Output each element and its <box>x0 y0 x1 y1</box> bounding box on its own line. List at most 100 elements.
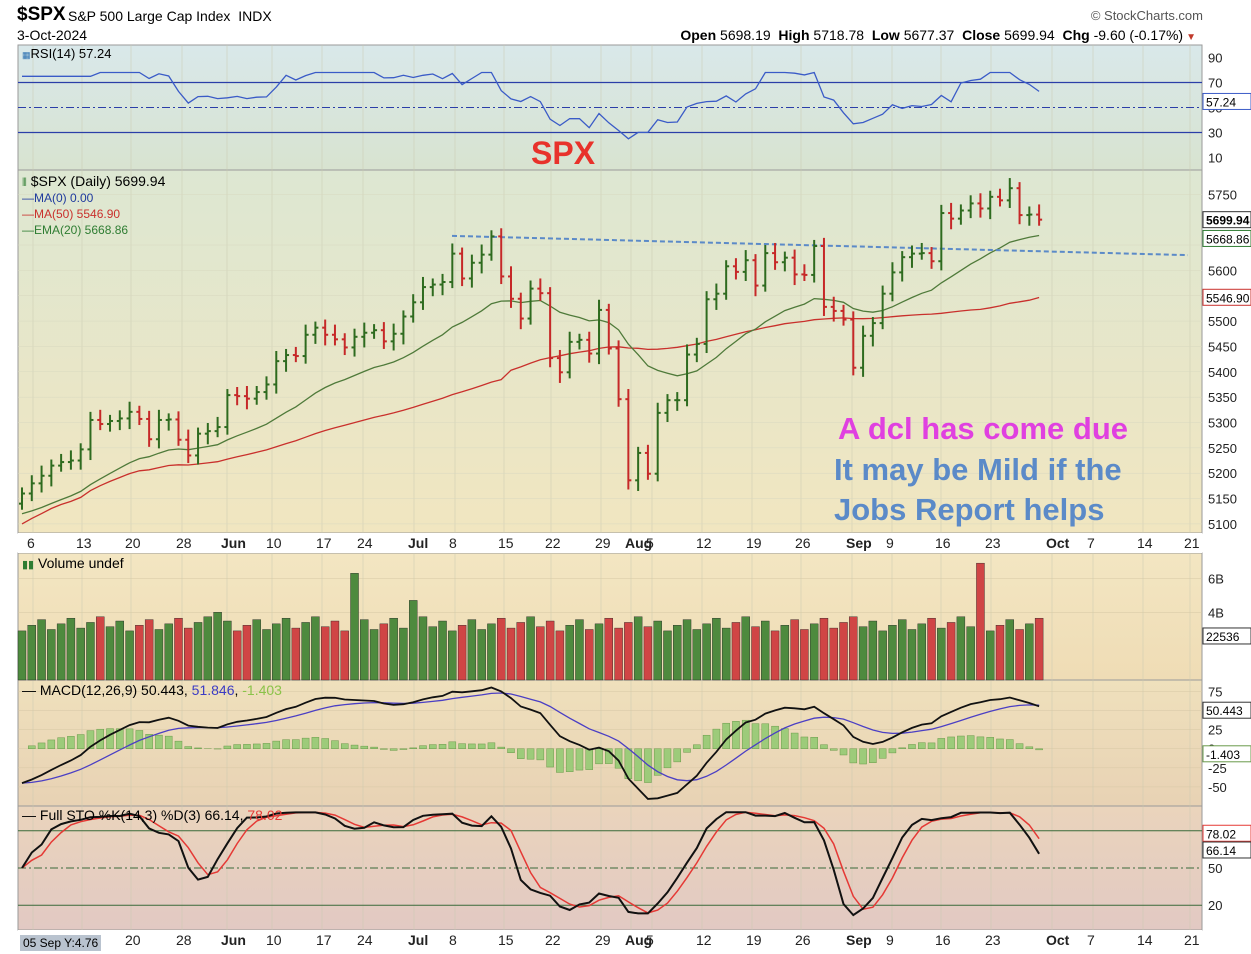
x-label-6: 17 <box>316 535 332 551</box>
price-bar-81 <box>811 239 818 283</box>
price-bar-56 <box>566 331 573 379</box>
volume-label: ▮▮ Volume undef <box>22 555 124 571</box>
volume-bar-22 <box>232 630 242 681</box>
open-label: Open <box>680 27 717 43</box>
price-bar-31 <box>322 319 329 346</box>
macd-hist-65 <box>653 748 662 776</box>
price-bar-76 <box>762 245 769 292</box>
x-label-22: Oct <box>1046 535 1070 551</box>
volume-bar-82 <box>819 617 829 681</box>
price-bar-2 <box>38 465 45 493</box>
macd-hist-26 <box>272 740 281 749</box>
price-bar-13 <box>146 410 153 447</box>
macd-hist-6 <box>76 734 85 749</box>
exchange: INDX <box>238 8 272 24</box>
volume-bar-23 <box>242 625 252 681</box>
volume-bar-53 <box>536 626 545 681</box>
price-bar-102 <box>1016 182 1023 225</box>
macd-hist-67 <box>673 748 682 763</box>
macd-hist-104 <box>1035 748 1043 751</box>
macd-hist-14 <box>155 734 163 749</box>
macd-hist-90 <box>898 747 906 749</box>
price-bar-6 <box>77 443 84 470</box>
vol-last-tag-box <box>1202 627 1251 645</box>
price-bar-24 <box>253 385 260 405</box>
x-label-2: 20 <box>125 535 141 551</box>
volume-bar-5 <box>66 617 76 681</box>
stoch-x-label-21: 7 <box>1087 932 1095 948</box>
macd-hist-53 <box>536 748 545 761</box>
x-label-3: 28 <box>176 535 192 551</box>
stoch-x-label-22: 14 <box>1137 932 1153 948</box>
price-bar-91 <box>908 245 915 268</box>
price-bar-37 <box>380 322 387 349</box>
volume-bar-104 <box>1034 617 1044 681</box>
x-label-7: 24 <box>357 535 373 551</box>
close-label: Close <box>962 27 1001 43</box>
macd-hist-55 <box>556 748 564 773</box>
volume-bar-75 <box>751 626 760 681</box>
stoch-x-label-8: 15 <box>498 932 514 948</box>
volume-bar-1 <box>27 625 36 681</box>
rsi-tick-4: 10 <box>1208 151 1222 166</box>
macd-hist-100 <box>996 738 1004 749</box>
x-label-20: 16 <box>935 535 951 551</box>
volume-bar-40 <box>409 600 418 681</box>
stoch-x-label-4: 17 <box>316 932 332 948</box>
volume-bar-94 <box>937 627 946 681</box>
stoch-x-label-9: 22 <box>545 932 561 948</box>
macd-hist-29 <box>301 737 310 749</box>
price-bar-36 <box>371 324 378 339</box>
price-bar-40 <box>410 294 417 323</box>
price-bar-71 <box>713 283 720 310</box>
price-bar-7 <box>87 411 94 461</box>
stoch-x-label-1: 28 <box>176 932 192 948</box>
close-value: 5699.94 <box>1004 27 1055 43</box>
macd-last-tag-box <box>1202 701 1251 719</box>
price-bar-92 <box>918 242 925 260</box>
stoch-x-label-14: 19 <box>746 932 762 948</box>
price-bar-103 <box>1026 206 1033 226</box>
macd-hist-44 <box>448 741 457 749</box>
price-bar-51 <box>517 292 524 330</box>
volume-bar-57 <box>575 619 584 681</box>
price-bar-29 <box>302 324 309 364</box>
macd-hist-33 <box>340 743 349 749</box>
high-label: High <box>778 27 810 43</box>
volume-bar-63 <box>633 616 643 681</box>
price-bar-66 <box>664 394 671 422</box>
volume-bar-73 <box>731 622 741 681</box>
open-value: 5698.19 <box>720 27 771 43</box>
volume-bar-62 <box>624 622 633 681</box>
macd-hist-80 <box>800 736 809 749</box>
macd-hist-72 <box>722 722 730 749</box>
price-last-tag-box <box>1202 211 1251 229</box>
macd-hist-63 <box>634 748 642 782</box>
price-bar-101 <box>1006 178 1013 208</box>
symbol: $SPX <box>17 4 66 25</box>
price-bar-19 <box>204 423 211 445</box>
stoch-k-tag: 66.14 <box>1206 844 1236 858</box>
x-label-24: 14 <box>1137 535 1153 551</box>
volume-bar-101 <box>1005 619 1014 681</box>
price-bar-104 <box>1036 204 1043 226</box>
macd-hist-82 <box>820 744 828 749</box>
volume-bar-13 <box>144 619 154 681</box>
price-bar-34 <box>351 328 358 357</box>
macd-hist-25 <box>262 743 271 749</box>
volume-bar-55 <box>555 630 565 681</box>
macd-hist-87 <box>869 748 877 764</box>
macd-hist-103 <box>1025 746 1034 749</box>
rsi-tick-0: 90 <box>1208 51 1222 66</box>
macd-hist-101 <box>1006 739 1014 749</box>
rsi-tick-1: 70 <box>1208 76 1222 91</box>
vol-last-tag: 22536 <box>1206 630 1240 644</box>
chg-value: -9.60 (-0.17%) <box>1093 27 1184 43</box>
macd-hist-84 <box>839 748 848 756</box>
price-bar-62 <box>625 389 632 490</box>
price-bar-17 <box>185 429 192 464</box>
price-bar-82 <box>820 237 827 316</box>
price-bar-5 <box>67 450 74 470</box>
price-bar-54 <box>547 287 554 368</box>
macd-hist-92 <box>918 742 926 749</box>
